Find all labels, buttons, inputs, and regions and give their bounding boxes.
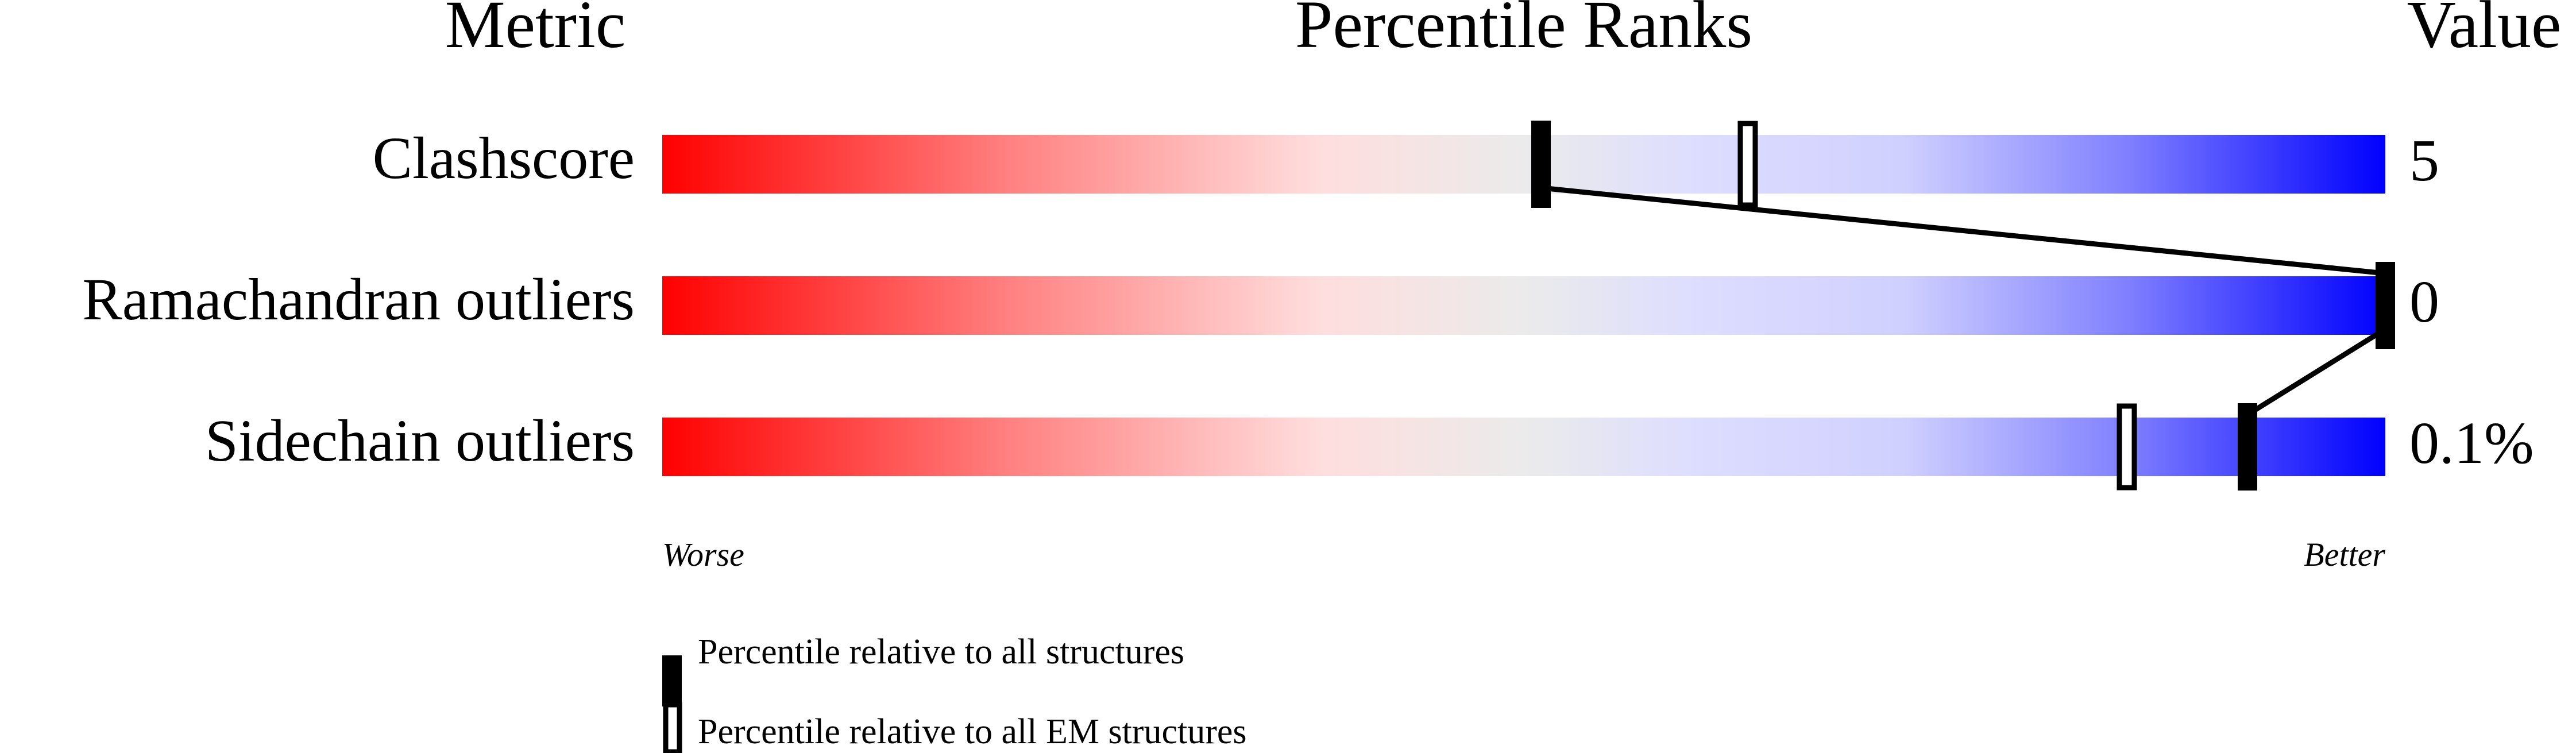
metric-value: 0	[2409, 269, 2439, 335]
legend-label-all: Percentile relative to all structures	[698, 632, 1184, 671]
header-value: Value	[2407, 0, 2562, 62]
all-percentile-marker	[2238, 403, 2257, 491]
legend-open-marker-icon	[663, 702, 682, 753]
header-percentile-ranks: Percentile Ranks	[1295, 0, 1752, 62]
em-percentile-marker	[2117, 403, 2137, 491]
scale-label-worse: Worse	[662, 536, 744, 573]
percentile-bar	[662, 135, 2385, 194]
metric-label: Clashscore	[373, 125, 635, 191]
all-percentile-marker	[1531, 121, 1551, 208]
header-metric: Metric	[445, 0, 626, 62]
percentile-bar	[662, 418, 2385, 476]
percentile-bar	[662, 276, 2385, 335]
metric-label: Sidechain outliers	[205, 408, 635, 474]
connector-line	[2246, 327, 2387, 417]
metric-value: 0.1%	[2409, 410, 2534, 476]
legend-filled-marker-icon	[662, 655, 682, 706]
connector-line	[1540, 185, 2386, 276]
legend-label-em: Percentile relative to all EM structures	[698, 712, 1247, 751]
scale-label-better: Better	[2304, 536, 2385, 573]
metric-label: Ramachandran outliers	[82, 267, 635, 333]
metric-value: 5	[2409, 128, 2439, 194]
em-percentile-marker	[1737, 121, 1758, 208]
